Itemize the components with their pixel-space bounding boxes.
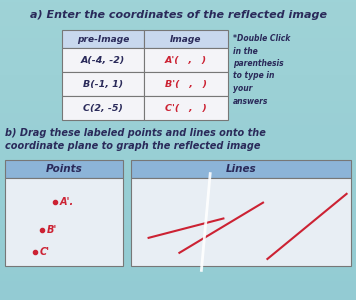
Bar bbox=[144, 72, 228, 96]
Bar bbox=[131, 160, 351, 178]
Text: Points: Points bbox=[46, 164, 82, 174]
Text: C(2, -5): C(2, -5) bbox=[83, 103, 123, 112]
Text: A'(   ,   ): A'( , ) bbox=[165, 56, 207, 64]
Bar bbox=[62, 48, 144, 72]
Bar bbox=[144, 96, 228, 120]
Bar bbox=[144, 48, 228, 72]
Text: A(-4, -2): A(-4, -2) bbox=[81, 56, 125, 64]
Text: Image: Image bbox=[170, 34, 202, 43]
Bar bbox=[5, 160, 123, 178]
Text: *Double Click
in the
parenthesis
to type in
your
answers: *Double Click in the parenthesis to type… bbox=[233, 34, 290, 106]
Bar bbox=[62, 72, 144, 96]
Bar bbox=[62, 96, 144, 120]
Text: Lines: Lines bbox=[226, 164, 256, 174]
Text: C'(   ,   ): C'( , ) bbox=[165, 103, 207, 112]
Text: a) Enter the coordinates of the reflected image: a) Enter the coordinates of the reflecte… bbox=[30, 10, 326, 20]
Text: B'(   ,   ): B'( , ) bbox=[165, 80, 207, 88]
Text: C': C' bbox=[40, 247, 50, 257]
Bar bbox=[62, 30, 144, 48]
Bar bbox=[5, 178, 123, 266]
Bar bbox=[131, 178, 351, 266]
Text: pre-Image: pre-Image bbox=[77, 34, 129, 43]
Text: B': B' bbox=[47, 225, 57, 235]
Text: A'.: A'. bbox=[60, 197, 74, 207]
Text: b) Drag these labeled points and lines onto the
coordinate plane to graph the re: b) Drag these labeled points and lines o… bbox=[5, 128, 266, 151]
Bar bbox=[144, 30, 228, 48]
Text: B(-1, 1): B(-1, 1) bbox=[83, 80, 123, 88]
